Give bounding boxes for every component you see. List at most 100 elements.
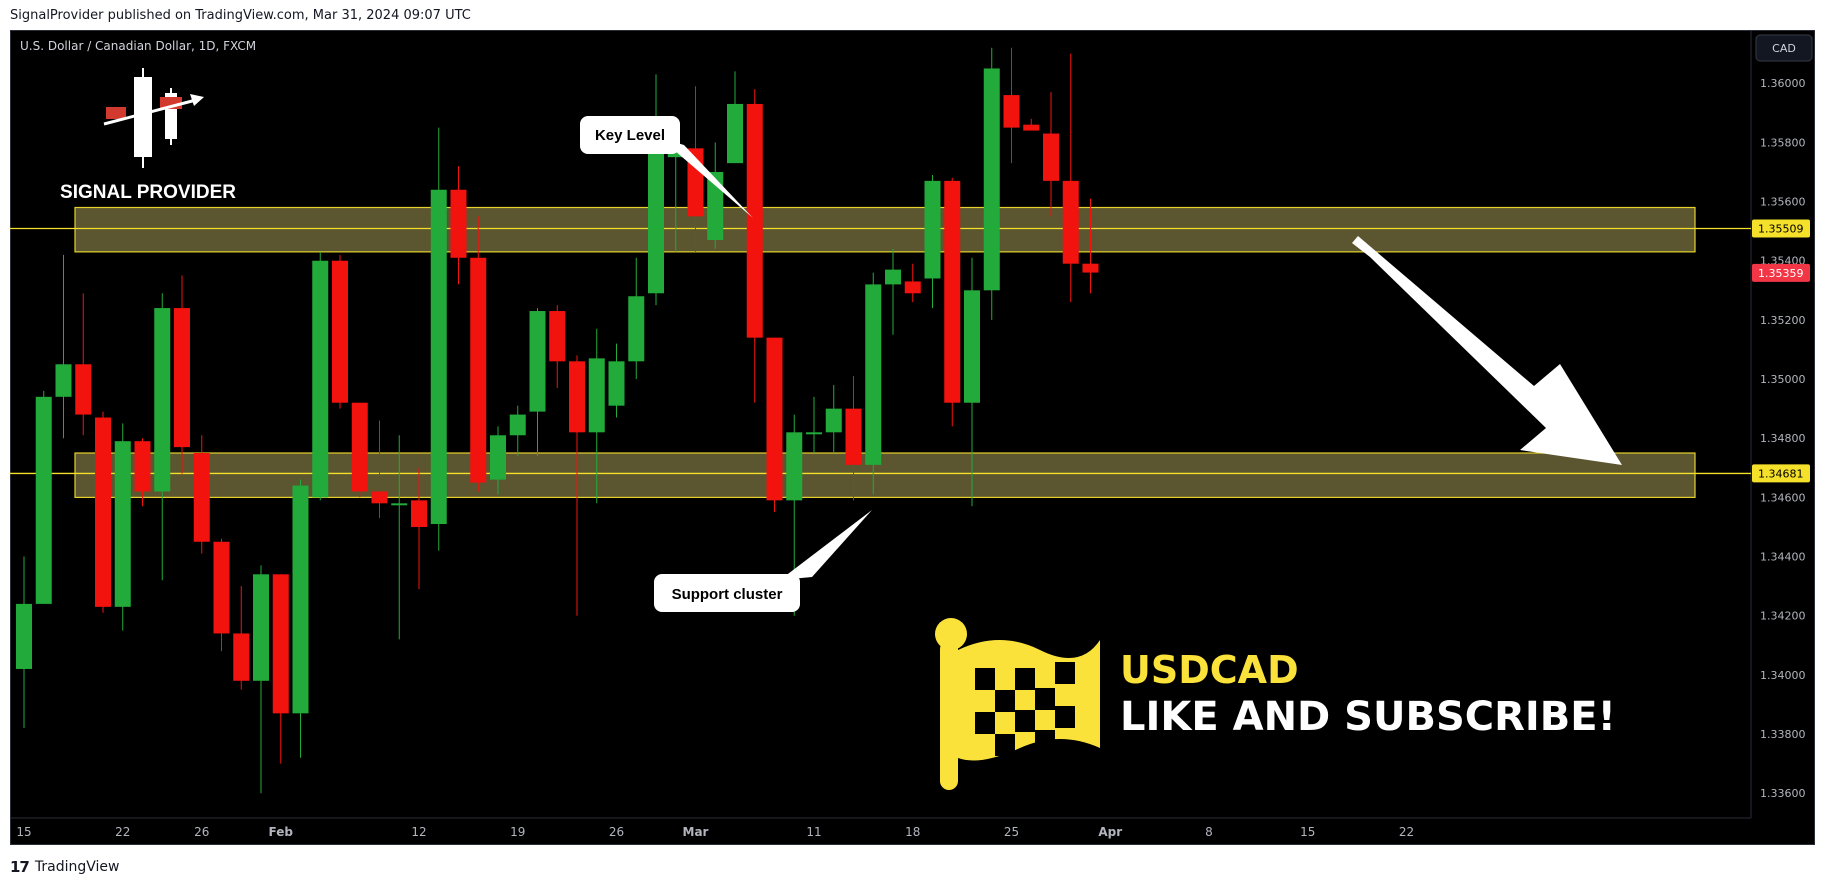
flag-square [1035, 730, 1055, 752]
candle-body[interactable] [983, 68, 1000, 291]
candle-body[interactable] [332, 260, 348, 403]
candle-body[interactable] [134, 441, 151, 492]
candle-body[interactable] [569, 361, 585, 433]
last-price-tag [1752, 263, 1810, 282]
candle-body[interactable] [667, 151, 684, 158]
candle-body[interactable] [904, 281, 921, 294]
time-tick-label: 25 [1004, 825, 1019, 839]
tradingview-footer-logo[interactable]: 17 TradingView [10, 858, 119, 876]
price-tick-label: 1.34600 [1760, 491, 1806, 504]
candle-body[interactable] [272, 574, 289, 714]
currency-button-label: CAD [1772, 42, 1796, 55]
candle-body[interactable] [371, 491, 388, 504]
time-tick-label: 15 [1300, 825, 1315, 839]
candle-body[interactable] [845, 408, 862, 465]
candle-body[interactable] [608, 361, 625, 406]
candle-body[interactable] [865, 284, 882, 465]
tradingview-brand-text: TradingView [34, 859, 120, 875]
candle-body[interactable] [549, 311, 566, 362]
time-tick-label: 8 [1205, 825, 1213, 839]
candle-body[interactable] [233, 633, 250, 681]
candle-body[interactable] [213, 541, 230, 634]
candle-body[interactable] [746, 103, 763, 338]
price-tick-label: 1.33600 [1760, 787, 1806, 800]
level-price-tag: 1.34681 [1752, 464, 1810, 483]
callout-pointer [780, 510, 872, 580]
candle-body[interactable] [964, 290, 980, 403]
candle-body[interactable] [470, 257, 487, 483]
resistance-zone [74, 206, 1696, 253]
time-tick-label: 15 [16, 825, 31, 839]
time-tick-label: 11 [806, 825, 821, 839]
published-line: SignalProvider published on TradingView.… [10, 8, 471, 23]
candle-body[interactable] [430, 189, 447, 525]
candle-body[interactable] [450, 189, 467, 258]
candle-body[interactable] [825, 408, 842, 433]
ticker-label: USDCAD [1120, 648, 1299, 692]
time-tick-label: 12 [411, 825, 426, 839]
candle-body[interactable] [727, 103, 743, 164]
support-cluster-callout: Support cluster [654, 510, 872, 612]
candle-body[interactable] [114, 441, 131, 607]
tradingview-logo-icon: 17 [10, 858, 30, 876]
time-tick-label: 22 [1399, 825, 1414, 839]
candle-body[interactable] [75, 364, 92, 415]
candle-body[interactable] [16, 603, 32, 669]
candle-body[interactable] [351, 402, 368, 492]
candle-body[interactable] [707, 171, 724, 241]
candle-body[interactable] [588, 358, 605, 433]
candle-body[interactable] [648, 151, 664, 294]
signal-provider-logo: SIGNAL PROVIDER [60, 68, 236, 203]
key-level-label: Key Level [595, 127, 665, 144]
price-tick-label: 1.35600 [1760, 196, 1806, 209]
candle-body[interactable] [411, 500, 427, 527]
candle-body[interactable] [1023, 124, 1040, 131]
candle-body[interactable] [1003, 95, 1020, 128]
candle-body[interactable] [509, 414, 526, 436]
candle-body[interactable] [55, 364, 72, 397]
time-tick-label: 22 [115, 825, 130, 839]
candle-body[interactable] [628, 296, 645, 362]
price-tick-label: 1.34000 [1760, 669, 1806, 682]
candle-body[interactable] [806, 432, 822, 435]
flag-square [995, 690, 1015, 712]
candle-body[interactable] [193, 453, 210, 542]
candle-body[interactable] [529, 311, 546, 412]
flag-square [1035, 688, 1055, 710]
level-price-label: 1.35509 [1758, 222, 1804, 235]
candle-body[interactable] [292, 485, 309, 714]
time-tick-label: 18 [905, 825, 920, 839]
price-tick-label: 1.34800 [1760, 432, 1806, 445]
candle-body[interactable] [944, 180, 961, 403]
candle-body[interactable] [1082, 263, 1099, 273]
candle-body[interactable] [154, 308, 171, 492]
candle-body[interactable] [95, 417, 111, 607]
time-tick-label: Apr [1098, 825, 1122, 839]
symbol-legend[interactable]: U.S. Dollar / Canadian Dollar, 1D, FXCM [20, 39, 256, 53]
chart-frame [10, 30, 1815, 845]
key-level-callout: Key Level [580, 116, 753, 218]
currency-button[interactable]: CAD [1755, 34, 1813, 62]
candle-body[interactable] [1062, 180, 1079, 264]
flag-square [1015, 668, 1035, 690]
candle-body[interactable] [786, 432, 803, 501]
logo-candle-icon [134, 77, 152, 157]
support-cluster-label: Support cluster [672, 586, 783, 603]
candle-body[interactable] [885, 269, 901, 285]
candle-body[interactable] [35, 396, 52, 604]
flag-pole-top [935, 618, 967, 650]
time-tick-label: 26 [194, 825, 209, 839]
candle-body[interactable] [312, 260, 329, 498]
price-tick-label: 1.36000 [1760, 77, 1806, 90]
candle-body[interactable] [253, 574, 269, 681]
forecast-arrow-icon[interactable] [1352, 236, 1622, 465]
candle-body[interactable] [490, 435, 506, 480]
logo-trend-arrow-icon [103, 98, 197, 126]
candle-body[interactable] [1043, 133, 1059, 181]
level-price-tag: 1.35509 [1752, 219, 1810, 238]
candle-body[interactable] [174, 308, 190, 448]
candle-body[interactable] [766, 337, 783, 501]
candle-body[interactable] [924, 180, 941, 279]
candle-body[interactable] [391, 503, 408, 506]
